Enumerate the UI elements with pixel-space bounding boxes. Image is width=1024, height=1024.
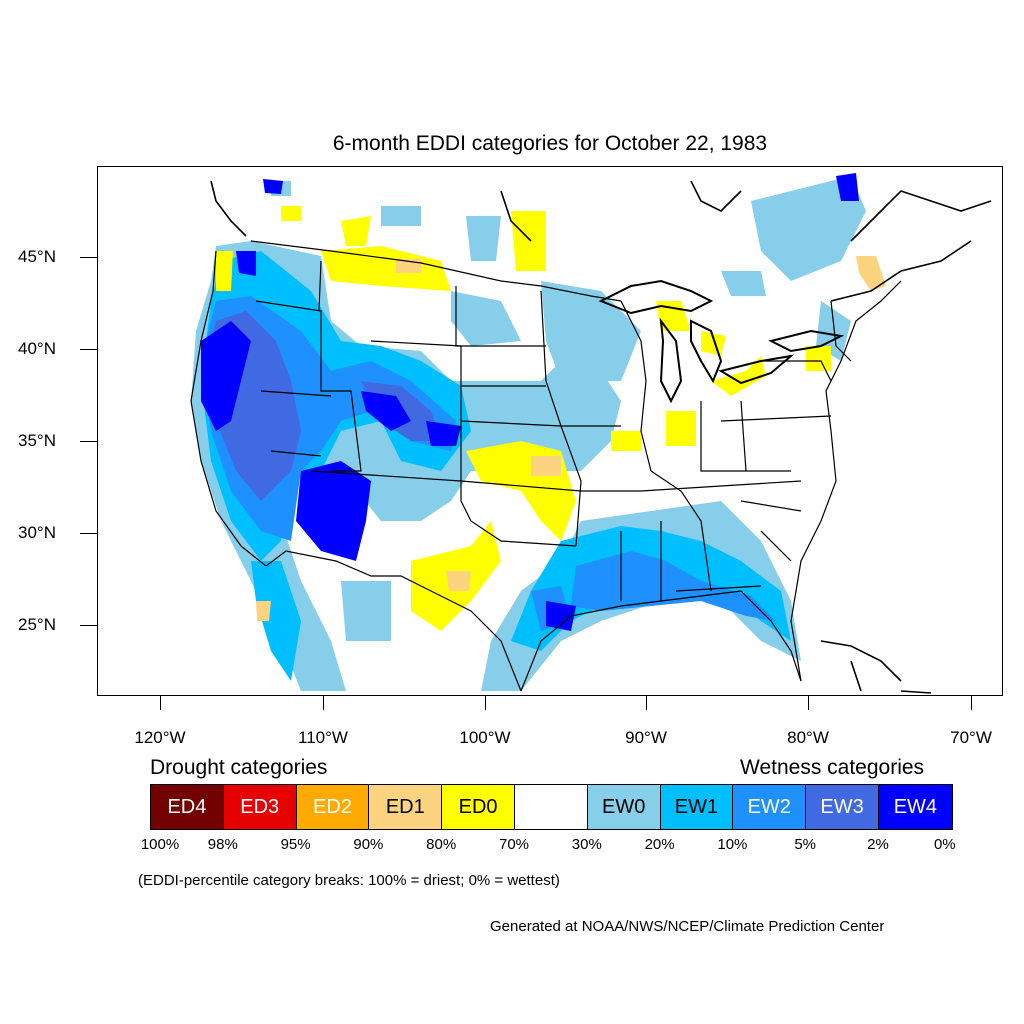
lon-label-100w: 100°W (459, 728, 511, 747)
map-panel (97, 166, 1003, 696)
legend-swatch-ew0: EW0 (587, 785, 661, 829)
legend-swatch-ed1: ED1 (369, 785, 443, 829)
legend-swatch-ew4: EW4 (878, 785, 952, 829)
legend-swatch-ed0: ED0 (442, 785, 515, 829)
legend-swatch-ed4: ED4 (151, 785, 224, 829)
eddi-map (190, 173, 992, 694)
legend-swatch-ew2: EW2 (733, 785, 807, 829)
lat-label-35n: 35°N (18, 431, 56, 450)
lat-tick-40n (80, 349, 97, 350)
lat-tick-25n (80, 625, 97, 626)
legend-swatch-ed3: ED3 (223, 785, 297, 829)
percentile-label: 0% (933, 836, 956, 853)
boundaries (190, 240, 902, 692)
percentile-label: 2% (867, 836, 889, 853)
lat-label-30n: 30°N (18, 523, 56, 542)
credit-line: Generated at NOAA/NWS/NCEP/Climate Predi… (490, 918, 885, 935)
percentile-label: 70% (498, 836, 530, 853)
legend-colorbar: ED4 ED3 ED2 ED1 ED0 EW0 EW1 EW2 EW3 EW4 (150, 784, 953, 830)
legend-swatch-neutral (514, 785, 588, 829)
percentile-label: 90% (353, 836, 384, 853)
lon-tick-100w (485, 696, 486, 710)
lon-label-110w: 110°W (298, 728, 348, 747)
category-note: (EDDI-percentile category breaks: 100% =… (138, 872, 560, 889)
lon-tick-110w (323, 696, 324, 710)
canada-coastline (210, 180, 992, 302)
lon-label-120w: 120°W (134, 728, 186, 747)
legend-swatch-ew1: EW1 (660, 785, 734, 829)
lon-label-70w: 70°W (950, 728, 992, 747)
drought-heading: Drought categories (150, 756, 328, 779)
ew4-field (201, 173, 859, 631)
lat-tick-35n (80, 441, 97, 442)
lon-tick-120w (160, 696, 161, 710)
percentile-label: 80% (426, 836, 457, 853)
percentile-label: 95% (280, 836, 311, 853)
percentile-label: 30% (571, 836, 602, 853)
lon-tick-70w (971, 696, 972, 710)
lon-tick-90w (646, 696, 647, 710)
percentile-label: 5% (794, 836, 817, 853)
lat-tick-30n (80, 533, 97, 534)
percentile-label: 20% (644, 836, 675, 853)
legend-swatch-ed2: ED2 (296, 785, 370, 829)
percentile-label: 10% (717, 836, 748, 853)
caribbean-islands (820, 640, 932, 694)
lat-label-40n: 40°N (18, 339, 56, 358)
lon-label-90w: 90°W (625, 728, 667, 747)
lat-tick-45n (80, 257, 97, 258)
lat-label-25n: 25°N (18, 615, 56, 634)
great-lakes (598, 279, 845, 404)
percentile-label: 100% (140, 836, 180, 853)
percentile-label: 98% (207, 836, 238, 853)
wetness-heading: Wetness categories (740, 756, 925, 779)
legend-swatch-ew3: EW3 (806, 785, 879, 829)
map-title: 6-month EDDI categories for October 22, … (332, 132, 768, 155)
lon-label-80w: 80°W (787, 728, 829, 747)
lon-tick-80w (808, 696, 809, 710)
lat-label-45n: 45°N (18, 247, 56, 266)
